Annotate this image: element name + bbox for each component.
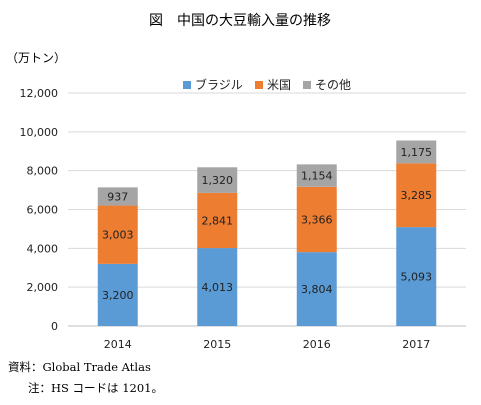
bar-segments	[97, 140, 437, 326]
y-axis-unit-label: （万トン）	[6, 51, 66, 65]
data-labels: 3,200 3,003 937 4,013 2,841 1,320 3,804 3,366 1,…	[102, 146, 432, 302]
bar-segment	[197, 167, 238, 193]
y-tick-label: 8,000	[27, 165, 59, 178]
legend-label: ブラジル	[195, 77, 243, 92]
legend-label: その他	[315, 78, 351, 92]
data-label: 3,285	[401, 189, 433, 202]
bar-segment	[97, 263, 138, 326]
data-label: 2,841	[202, 214, 234, 227]
y-axis-tick-labels: 0 2,000 4,000 6,000 8,000 10,000 12,000	[20, 87, 59, 333]
x-tick-label: 2014	[104, 338, 132, 351]
data-label: 4,013	[202, 281, 234, 294]
bar-segment	[396, 140, 437, 164]
bar-segment	[197, 192, 238, 249]
data-label: 1,154	[301, 170, 333, 183]
y-tick-label: 12,000	[20, 87, 59, 100]
data-label: 937	[107, 190, 128, 203]
y-tick-label: 4,000	[27, 242, 59, 255]
x-tick-label: 2016	[303, 338, 331, 351]
legend: ブラジル 米国 その他	[183, 77, 351, 92]
x-axis-tick-labels: 2014 2015 2016 2017	[104, 338, 431, 351]
source-note: 資料：Global Trade Atlas	[8, 360, 151, 374]
footnote: 注：HS コードは 1201。	[28, 381, 163, 395]
bar-segment	[97, 205, 138, 264]
data-label: 1,175	[401, 146, 433, 159]
y-tick-label: 10,000	[20, 126, 59, 139]
bar-segment	[97, 187, 138, 206]
y-tick-label: 6,000	[27, 204, 59, 217]
bar-segment	[197, 248, 238, 326]
data-label: 1,320	[202, 174, 234, 187]
legend-swatch	[183, 81, 191, 89]
data-label: 3,200	[102, 289, 134, 302]
bar-segment	[396, 163, 437, 228]
stacked-bar-chart: 図 中国の大豆輸入量の推移 （万トン） 0 2,000 4,000 6,000 8,00…	[6, 13, 466, 351]
legend-label: 米国	[267, 78, 291, 92]
legend-swatch	[255, 81, 263, 89]
legend-swatch	[303, 81, 311, 89]
bar-segment	[296, 252, 337, 326]
data-label: 3,804	[301, 283, 333, 296]
x-tick-label: 2017	[402, 338, 430, 351]
bar-segment	[396, 227, 437, 326]
y-tick-label: 0	[51, 320, 58, 333]
data-label: 3,003	[102, 229, 134, 242]
x-tick-label: 2015	[203, 338, 231, 351]
data-label: 3,366	[301, 213, 333, 226]
y-tick-label: 2,000	[27, 281, 59, 294]
bar-segment	[296, 164, 337, 187]
bar-segment	[296, 186, 337, 253]
chart-title: 図 中国の大豆輸入量の推移	[149, 13, 331, 29]
data-label: 5,093	[401, 271, 433, 284]
